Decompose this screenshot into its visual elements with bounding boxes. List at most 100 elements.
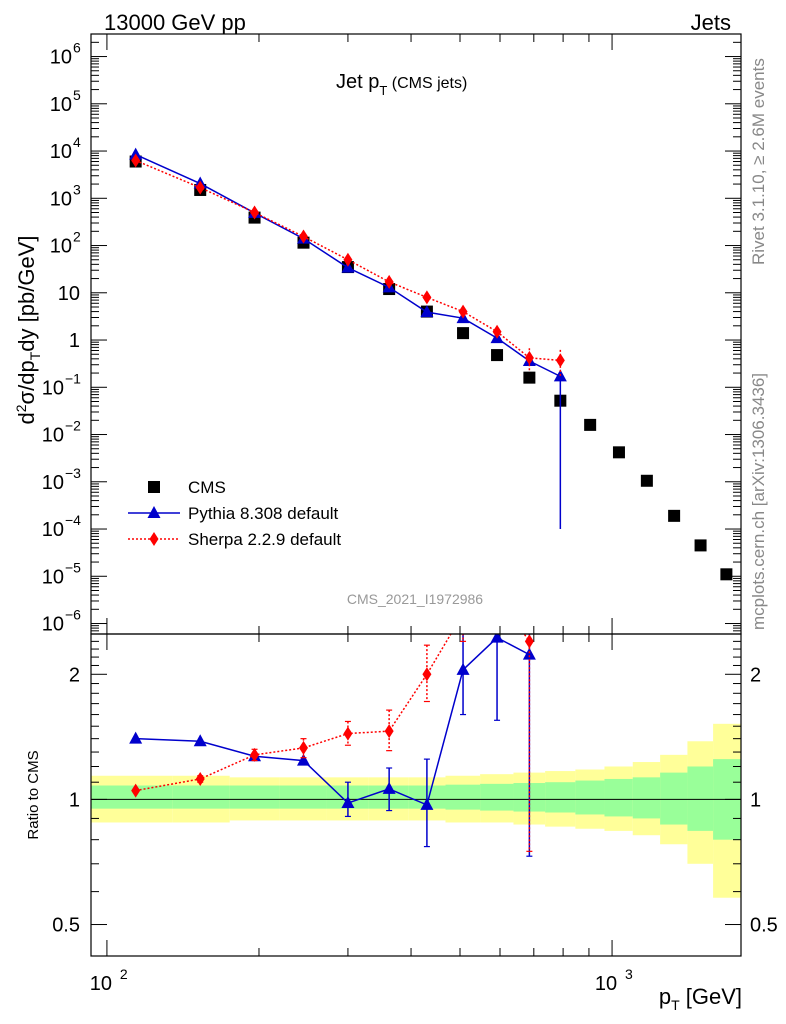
- y-tick-label-exp: 2: [73, 229, 81, 245]
- pythia-ratio-point: [129, 731, 143, 744]
- x-axis-title: pT [GeV]: [659, 984, 742, 1013]
- legend-sherpa-label: Sherpa 2.2.9 default: [188, 530, 341, 549]
- sherpa-ratio-point: [384, 724, 394, 739]
- ratio-axis-title: Ratio to CMS: [25, 750, 42, 839]
- header-right: Jets: [691, 10, 731, 35]
- main-series: [129, 147, 733, 581]
- cms-point: [457, 327, 470, 340]
- pythia-ratio-line: [135, 636, 530, 806]
- y-tick-label: 10: [42, 425, 64, 447]
- cms-point: [694, 539, 707, 552]
- pythia-ratio-point: [341, 796, 355, 809]
- sherpa-ratio-point: [422, 667, 432, 682]
- sherpa-point: [492, 324, 502, 339]
- legend-pythia-label: Pythia 8.308 default: [188, 504, 339, 523]
- uncertainty-band-inner: [445, 784, 481, 810]
- cms-point: [612, 446, 625, 459]
- y-tick-label-exp: −1: [65, 370, 81, 386]
- legend: CMS Pythia 8.308 default Sherpa 2.2.9 defa…: [128, 478, 341, 549]
- ratio-y-tick-label-right: 2: [750, 664, 761, 686]
- y-tick-label: 10: [42, 377, 64, 399]
- uncertainty-band-inner: [604, 778, 633, 817]
- legend-sherpa-marker: [149, 532, 159, 546]
- y-tick-label: 10: [50, 188, 72, 210]
- ratio-frame: [90, 633, 742, 957]
- sherpa-ratio-point: [195, 771, 205, 786]
- cms-point: [720, 568, 733, 581]
- legend-pythia-marker: [147, 506, 161, 518]
- y-tick-label: 10: [50, 141, 72, 163]
- sherpa-ratio-line: [135, 634, 530, 792]
- ratio-y-tick-label-right: 0.5: [750, 915, 778, 937]
- y-tick-label-exp: −4: [65, 512, 81, 528]
- y-tick-label-exp: −3: [65, 465, 81, 481]
- sherpa-ratio-point: [493, 588, 502, 602]
- y-tick-label-exp: 4: [73, 134, 81, 150]
- sherpa-ratio-point: [459, 607, 468, 621]
- sherpa-point: [384, 274, 394, 289]
- pythia-point: [420, 305, 434, 318]
- y-tick-label-exp: 5: [73, 87, 81, 103]
- y-tick-label: 10: [42, 519, 64, 541]
- y-tick-label-exp: −6: [65, 607, 81, 623]
- legend-cms-marker: [148, 481, 160, 493]
- x-tick-label-exp: 2: [120, 966, 128, 982]
- cms-point: [523, 371, 536, 384]
- uncertainty-band-inner: [279, 785, 327, 809]
- pythia-ratio-point: [420, 797, 434, 810]
- sherpa-point: [524, 350, 534, 365]
- pythia-ratio-point: [522, 647, 536, 660]
- y-tick-label: 10: [50, 94, 72, 116]
- rivet-version-label: Rivet 3.1.10, ≥ 2.6M events: [749, 58, 768, 265]
- uncertainty-band-inner: [632, 777, 661, 819]
- chart-title: Jet pT (CMS jets): [336, 71, 467, 98]
- uncertainty-band-inner: [480, 783, 514, 811]
- pythia-ratio-point: [297, 753, 311, 766]
- sherpa-point: [195, 180, 205, 195]
- uncertainty-band-inner: [660, 772, 688, 825]
- pythia-ratio-point: [490, 634, 504, 643]
- y-tick-label: 10: [50, 47, 72, 69]
- y-tick-label-exp: 3: [73, 181, 81, 197]
- labels-layer: 13000 GeV pp Jets Rivet 3.1.10, ≥ 2.6M e…: [104, 10, 768, 630]
- sherpa-point: [422, 290, 432, 305]
- legend-cms-label: CMS: [188, 478, 226, 497]
- y-tick-label: 1: [69, 330, 80, 352]
- y-axis-title: d2σ/dpTdy [pb/GeV]: [13, 236, 43, 425]
- ratio-panel: 10 2 10 3 0.5 0.5 1 1 2 2 Ratio to CMS pT [GeV]: [25, 588, 778, 1013]
- y-tick-label-exp: −5: [65, 559, 81, 575]
- sherpa-ratio-point: [131, 783, 141, 798]
- uncertainty-band-inner: [229, 785, 280, 809]
- sherpa-ratio-point: [524, 634, 534, 649]
- header-left: 13000 GeV pp: [104, 10, 246, 35]
- y-tick-label: 10: [42, 472, 64, 494]
- uncertainty-band-inner: [687, 766, 714, 831]
- uncertainty-band-inner: [575, 780, 605, 815]
- pythia-ratio-point: [193, 734, 207, 747]
- cms-point: [584, 418, 597, 431]
- ratio-y-tick-label: 1: [69, 789, 80, 811]
- x-tick-label-exp: 3: [625, 966, 633, 982]
- ratio-series: [129, 588, 536, 857]
- sherpa-point: [250, 205, 260, 220]
- cms-point: [640, 474, 653, 487]
- sherpa-point: [555, 353, 565, 368]
- sherpa-point: [299, 229, 309, 244]
- sherpa-ratio-point: [250, 747, 260, 762]
- uncertainty-band-inner: [172, 785, 230, 809]
- ratio-y-tick-label: 0.5: [52, 915, 80, 937]
- uncertainty-band-inner: [91, 785, 173, 809]
- pythia-ratio-point: [382, 781, 396, 794]
- y-tick-label: 10: [58, 283, 80, 305]
- y-tick-label: 10: [50, 236, 72, 258]
- x-tick-label: 10: [90, 973, 112, 995]
- mcplots-reference-label: mcplots.cern.ch [arXiv:1306.3436]: [749, 373, 768, 630]
- sherpa-point: [131, 153, 141, 168]
- sherpa-ratio-point: [299, 740, 309, 755]
- x-tick-label: 10: [595, 973, 617, 995]
- sherpa-ratio-point: [343, 726, 353, 741]
- cms-point: [491, 349, 504, 362]
- uncertainty-band-inner: [545, 782, 576, 813]
